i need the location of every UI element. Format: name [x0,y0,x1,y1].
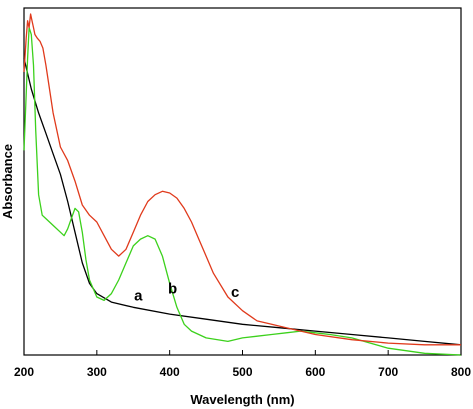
curve-label-a: a [134,287,143,304]
x-axis-ticks: 200 300 400 500 600 700 800 [14,350,471,379]
curve-label-c: c [231,284,239,301]
plot-frame [23,7,462,356]
series-line-a [23,58,462,346]
x-tick-label: 800 [451,365,471,379]
curve-labels: a b c [134,281,239,305]
series-line-c [23,13,461,346]
x-tick-label: 500 [232,365,252,379]
x-tick-label: 600 [305,365,325,379]
plot-area [23,7,462,356]
x-tick-label: 200 [14,365,34,379]
series-layer [23,13,462,356]
x-tick-label: 400 [160,365,180,379]
x-axis-title: Wavelength (nm) [190,392,294,407]
x-tick-label: 300 [87,365,107,379]
x-tick-label: 700 [378,365,398,379]
series-line-b [23,26,462,356]
y-axis-title: Absorbance [0,144,15,219]
curve-label-b: b [168,281,177,298]
